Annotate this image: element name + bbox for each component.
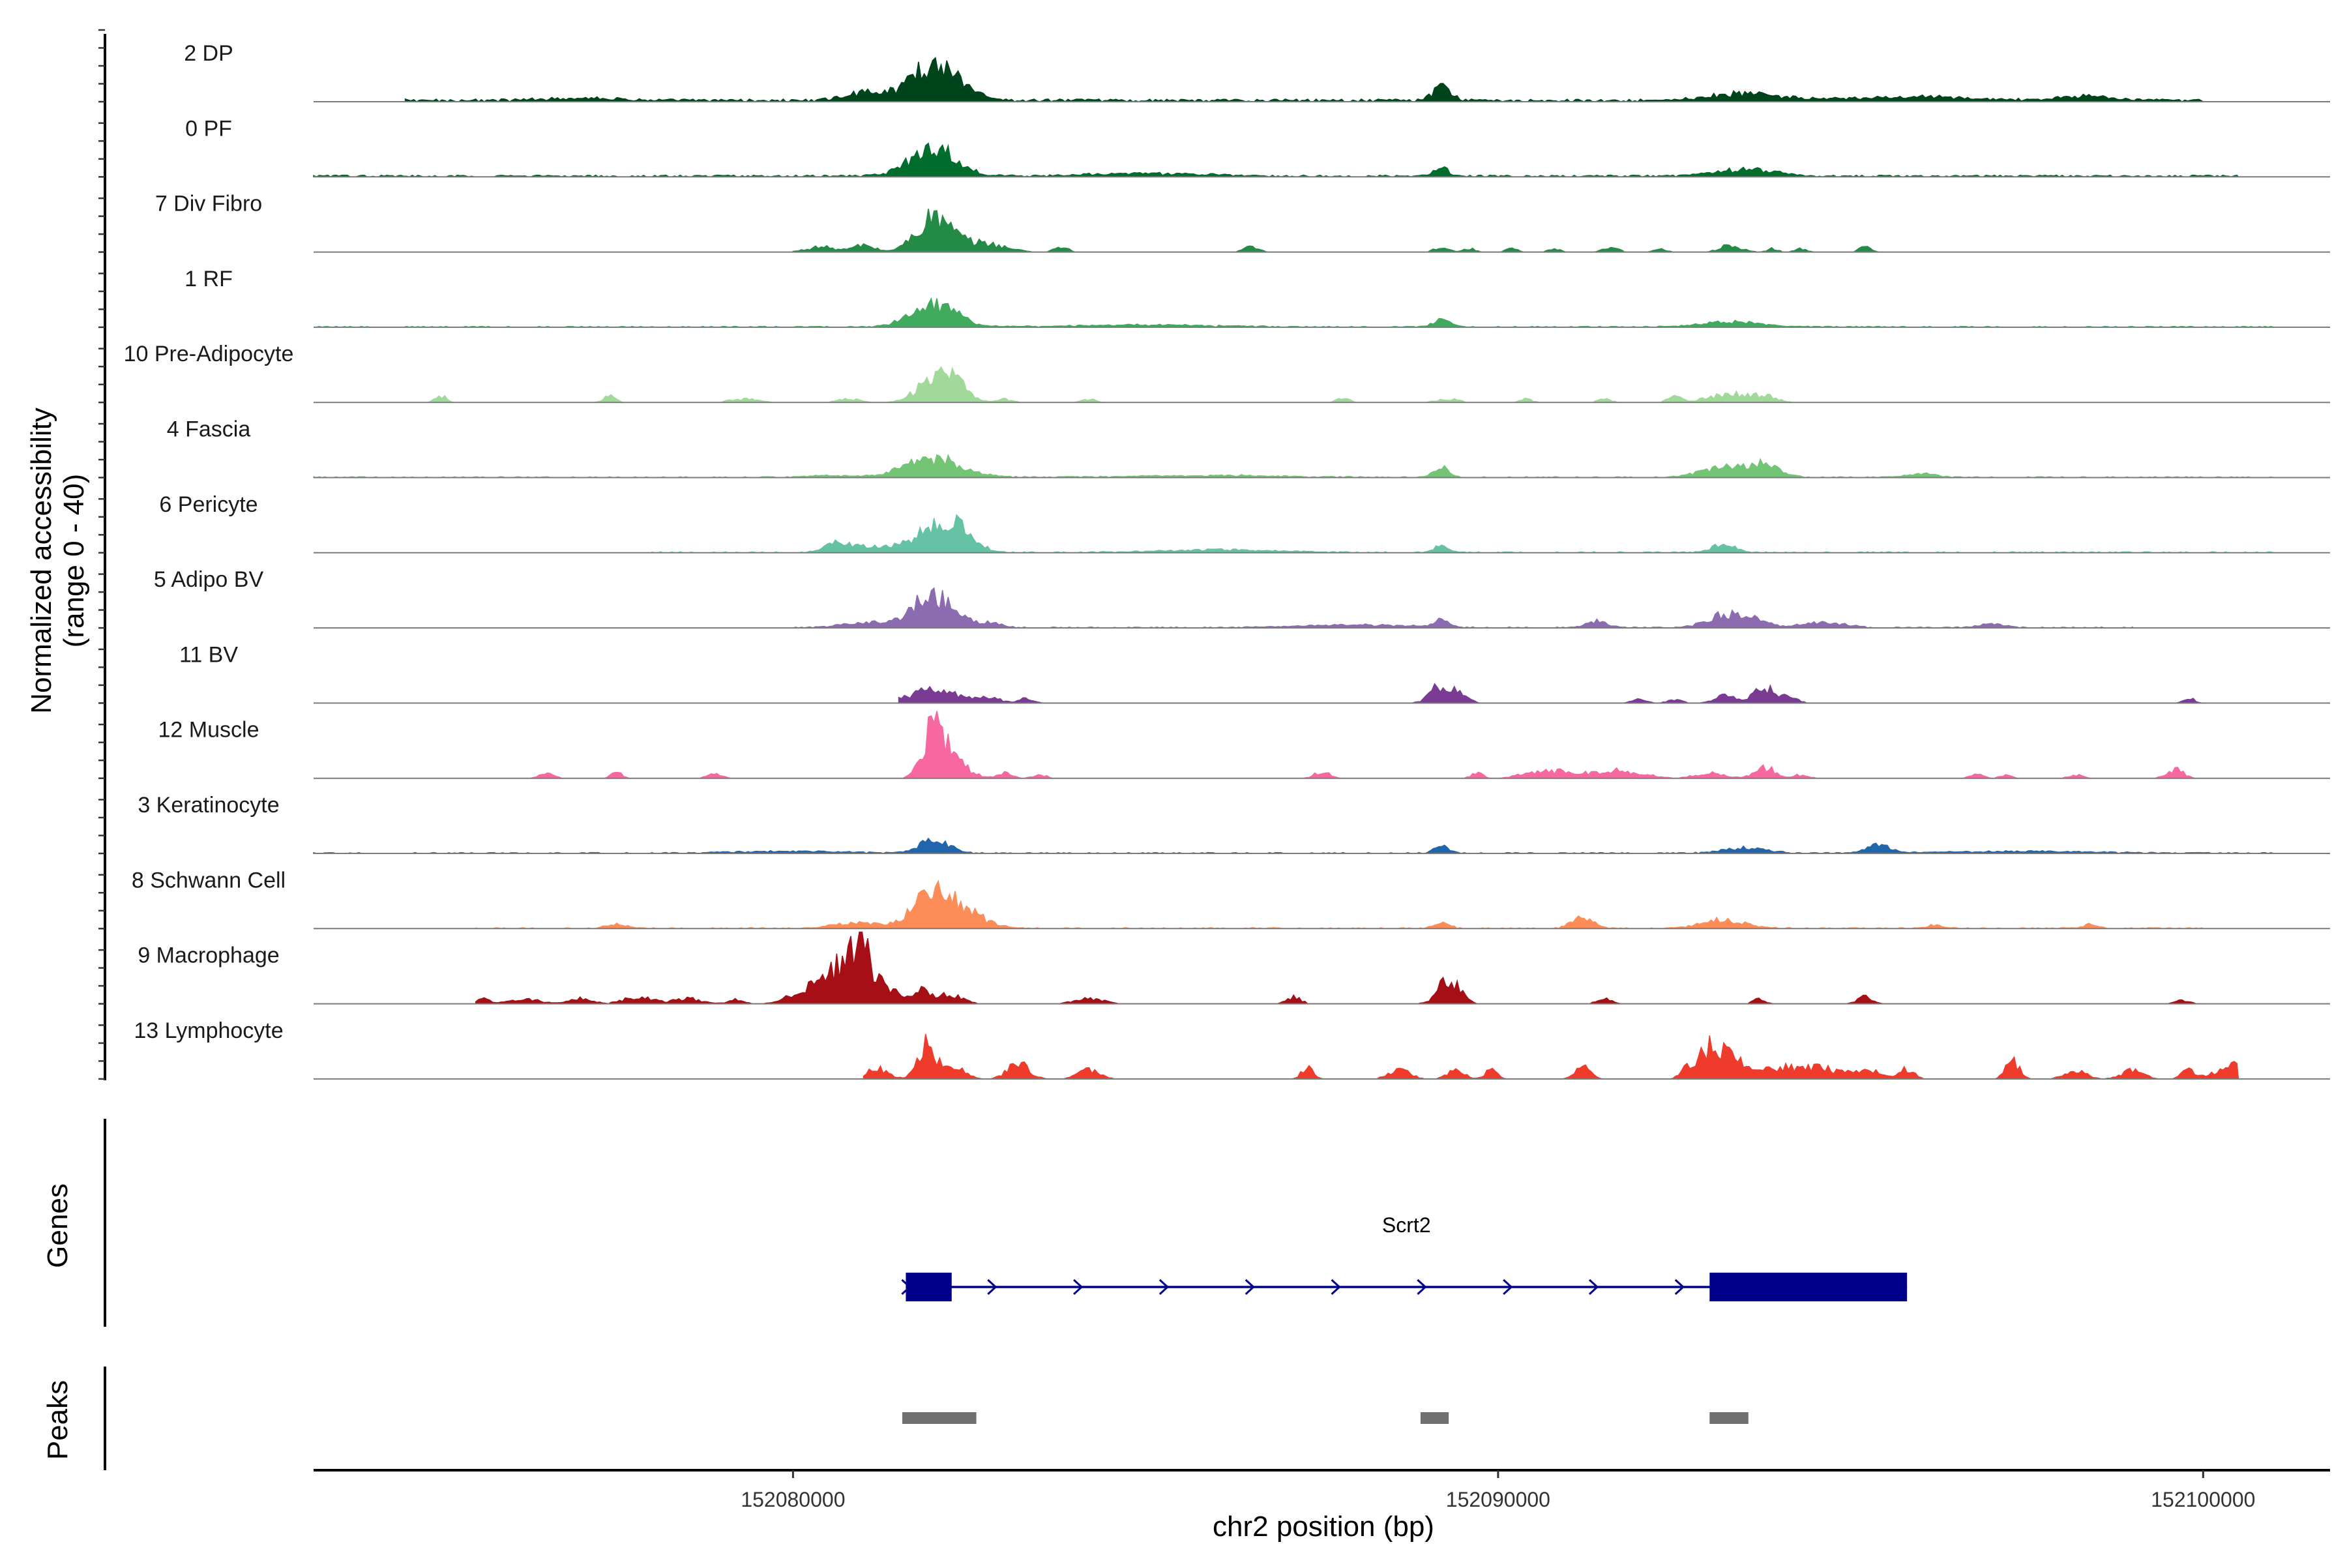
track-label: 10 Pre-Adipocyte [124, 342, 294, 366]
x-axis: 152080000 152090000 152100000 [314, 1469, 2330, 1511]
coverage-area [475, 931, 2204, 1005]
track-label: 0 PF [185, 116, 232, 141]
track-label: 9 Macrophage [138, 943, 279, 968]
gene-name-label: Scrt2 [1382, 1213, 1431, 1237]
strand-arrow [1503, 1279, 1513, 1295]
track-5-adipo-bv: 5 Adipo BV [154, 567, 2330, 629]
track-label: 1 RF [185, 267, 233, 291]
track-label: 2 DP [184, 41, 233, 66]
coverage-area [313, 142, 2240, 178]
track-label: 6 Pericyte [159, 492, 258, 517]
track-3-keratinocyte: 3 Keratinocyte [138, 793, 2330, 854]
peak-region [902, 1412, 977, 1424]
strand-arrow [1588, 1279, 1599, 1295]
track-8-schwann-cell: 8 Schwann Cell [132, 868, 2330, 930]
track-label: 7 Div Fibro [155, 192, 262, 216]
strand-arrow [1159, 1279, 1170, 1295]
y-axis-range-label: (range 0 - 40) [58, 474, 90, 648]
coverage-area [313, 837, 2274, 854]
track-11-bv: 11 BV [179, 642, 2330, 704]
track-label: 12 Muscle [158, 718, 259, 743]
coverage-area [313, 454, 2274, 479]
peak-region [1420, 1412, 1449, 1424]
track-label: 3 Keratinocyte [138, 793, 279, 818]
track-label: 8 Schwann Cell [132, 868, 286, 893]
track-6-pericyte: 6 Pericyte [159, 492, 2330, 554]
x-tick-label: 152080000 [741, 1488, 845, 1511]
strand-arrow [1245, 1279, 1255, 1295]
coverage-area [898, 683, 2204, 704]
coverage-area [863, 1033, 2239, 1080]
strand-arrow [1073, 1279, 1084, 1295]
y-axis [98, 29, 106, 1080]
peaks-panel-title: Peaks [42, 1380, 74, 1460]
coverage-area [475, 880, 2206, 930]
strand-arrow [987, 1279, 997, 1295]
coverage-area [510, 711, 2204, 779]
peaks-panel [104, 1367, 1749, 1470]
peak-region [1709, 1412, 1749, 1424]
track-label: 13 Lymphocyte [134, 1018, 283, 1043]
track-4-fascia: 4 Fascia [167, 417, 2330, 479]
strand-arrow [1331, 1279, 1341, 1295]
x-tick-label: 152100000 [2151, 1488, 2255, 1511]
coverage-area [651, 514, 2274, 554]
x-tick-label: 152090000 [1446, 1488, 1550, 1511]
strand-arrow [1674, 1279, 1685, 1295]
track-0-pf: 0 PF [185, 116, 2330, 178]
track-2-dp: 2 DP [184, 41, 2330, 102]
track-label: 4 Fascia [167, 417, 251, 442]
genes-panel-title: Genes [42, 1183, 74, 1268]
gene-exon [906, 1273, 952, 1301]
gene-scrt2: Scrt2 [901, 1213, 1908, 1301]
genes-panel: Scrt2 [104, 1119, 1908, 1327]
coverage-area [405, 366, 2204, 403]
coverage-area [792, 209, 1880, 253]
gene-exon [1709, 1273, 1908, 1301]
track-10-pre-adipocyte: 10 Pre-Adipocyte [124, 342, 2330, 404]
strand-arrow [1417, 1279, 1427, 1295]
track-13-lymphocyte: 13 Lymphocyte [134, 1018, 2330, 1080]
track-7-div-fibro: 7 Div Fibro [155, 192, 2330, 253]
accessibility-tracks: 2 DP 0 PF 7 Div Fibro 1 RF 10 Pre-Adipocyte 4… [124, 41, 2330, 1080]
x-axis-title: chr2 position (bp) [1213, 1511, 1434, 1543]
coverage-area [793, 587, 2133, 629]
track-1-rf: 1 RF [185, 267, 2330, 328]
coverage-area [404, 57, 2205, 102]
track-12-muscle: 12 Muscle [158, 711, 2330, 779]
track-9-macrophage: 9 Macrophage [138, 931, 2330, 1005]
track-label: 11 BV [179, 642, 238, 667]
y-axis-title: Normalized accessibility [25, 407, 57, 713]
coverage-area [314, 297, 2274, 328]
track-label: 5 Adipo BV [154, 567, 264, 592]
